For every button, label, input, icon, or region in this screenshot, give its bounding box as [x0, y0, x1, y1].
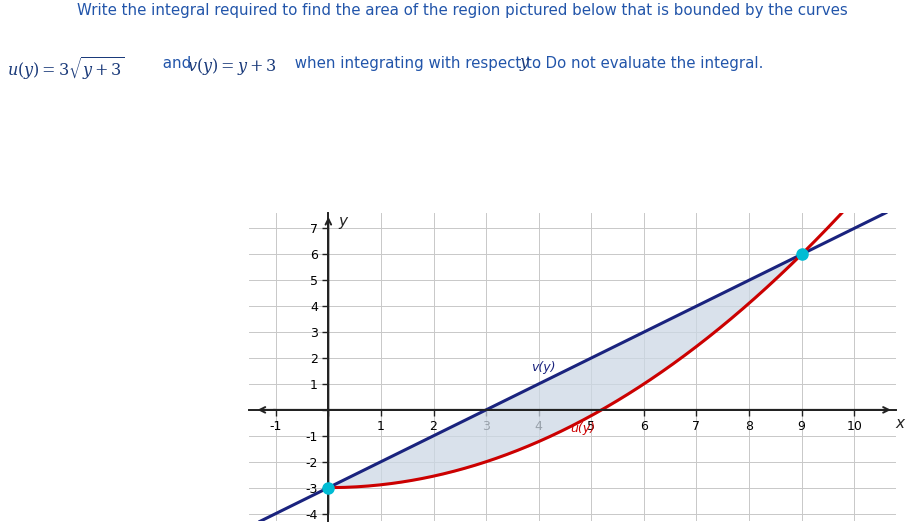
- Text: . Do not evaluate the integral.: . Do not evaluate the integral.: [536, 56, 763, 71]
- Text: $u(y) = 3\sqrt{y+3}$: $u(y) = 3\sqrt{y+3}$: [7, 56, 126, 83]
- Text: Write the integral required to find the area of the region pictured below that i: Write the integral required to find the …: [77, 3, 847, 18]
- Text: v(y): v(y): [530, 361, 555, 373]
- Text: and: and: [158, 56, 196, 71]
- Text: $x$: $x$: [895, 415, 906, 430]
- Text: u(y): u(y): [570, 422, 595, 435]
- Text: $y$: $y$: [519, 56, 531, 73]
- Text: $v(y) = y + 3$: $v(y) = y + 3$: [187, 56, 276, 77]
- Text: $y$: $y$: [338, 215, 349, 231]
- Text: when integrating with respect to: when integrating with respect to: [290, 56, 546, 71]
